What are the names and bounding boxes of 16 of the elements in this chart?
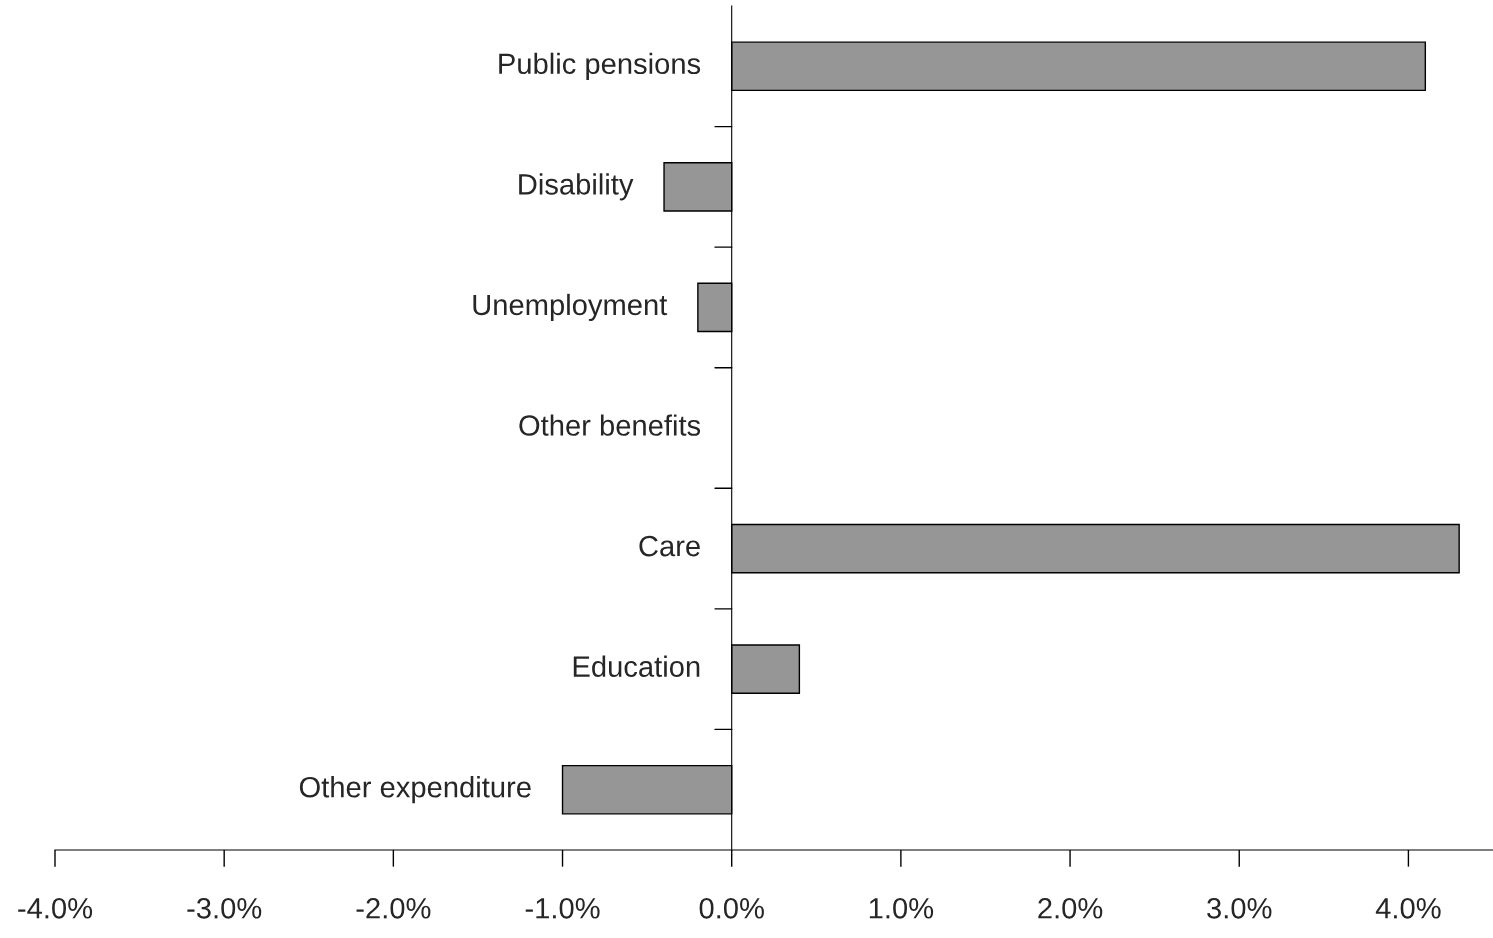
x-tick-label: 2.0% — [1038, 897, 1103, 919]
y-tick-label: Care — [639, 535, 700, 557]
y-tick-label: Other expenditure — [299, 776, 531, 804]
x-tick-label: -3.0% — [187, 897, 262, 919]
x-tick-label: 1.0% — [869, 897, 934, 919]
x-tick-label: -4.0% — [18, 897, 93, 919]
x-tick-label: 0.0% — [699, 897, 764, 919]
y-tick-label: Unemployment — [473, 293, 668, 322]
y-tick-label: Other benefits — [519, 414, 701, 436]
x-tick-label: -1.0% — [525, 897, 600, 919]
y-tick-label: Education — [573, 655, 700, 677]
x-tick-label: -2.0% — [356, 897, 431, 919]
y-tick-label: Disability — [519, 173, 634, 201]
x-tick-label: 4.0% — [1375, 897, 1441, 919]
y-tick-label: Public pensions — [499, 52, 701, 80]
x-tick-label: 3.0% — [1207, 897, 1272, 919]
